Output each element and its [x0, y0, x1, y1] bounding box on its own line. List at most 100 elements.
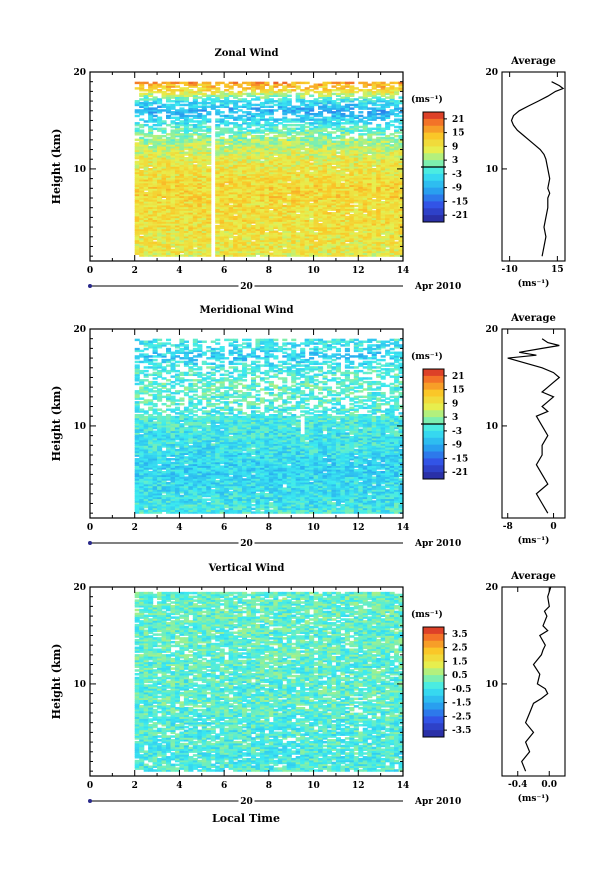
heatmap-cell	[197, 213, 203, 217]
heatmap-cell	[192, 140, 198, 143]
heatmap-cell	[268, 89, 274, 92]
heatmap-cell	[161, 179, 167, 182]
heatmap-cell	[291, 254, 297, 257]
heatmap-cell	[394, 103, 400, 107]
heatmap-cell	[362, 142, 368, 145]
heatmap-cell	[295, 226, 301, 230]
heatmap-cell	[273, 221, 279, 224]
heatmap-cell	[340, 133, 346, 136]
heatmap-cell	[166, 243, 172, 246]
heatmap-cell	[385, 164, 391, 167]
heatmap-cell	[358, 221, 364, 224]
heatmap-cell	[215, 156, 221, 160]
heatmap-cell	[246, 149, 252, 153]
heatmap-cell	[170, 230, 176, 233]
heatmap-cell	[300, 232, 306, 235]
heatmap-cell	[246, 219, 252, 222]
heatmap-cell	[286, 235, 292, 239]
heatmap-cell	[206, 175, 212, 178]
heatmap-cell	[304, 134, 310, 138]
heatmap-cell	[134, 103, 140, 107]
heatmap-cell	[233, 160, 239, 164]
heatmap-cell	[358, 197, 364, 200]
heatmap-cell	[192, 186, 198, 189]
heatmap-cell	[157, 232, 163, 235]
heatmap-cell	[367, 190, 373, 193]
heatmap-cell	[170, 155, 176, 158]
heatmap-cell	[215, 131, 221, 134]
heatmap-cell	[300, 241, 306, 244]
heatmap-cell	[353, 127, 359, 131]
heatmap-cell	[268, 175, 274, 178]
heatmap-cell	[367, 129, 373, 132]
heatmap-cell	[179, 112, 185, 116]
heatmap-cell	[148, 140, 154, 143]
heatmap-cell	[174, 212, 181, 215]
heatmap-cell	[250, 114, 257, 118]
heatmap-cell	[206, 245, 212, 248]
heatmap-cell	[389, 101, 395, 105]
heatmap-cell	[322, 98, 328, 101]
heatmap-cell	[371, 182, 377, 186]
heatmap-cell	[242, 237, 248, 241]
heatmap-cell	[389, 153, 395, 156]
heatmap-cell	[371, 219, 377, 222]
heatmap-cell	[380, 136, 386, 140]
heatmap-cell	[398, 213, 404, 217]
heatmap-cell	[161, 120, 167, 123]
heatmap-cell	[318, 237, 324, 241]
heatmap-cell	[152, 223, 158, 226]
heatmap-cell	[134, 248, 140, 252]
heatmap-cell	[300, 239, 306, 243]
heatmap-cell	[237, 235, 243, 239]
heatmap-cell	[246, 237, 252, 241]
heatmap-cell	[139, 237, 145, 241]
heatmap-cell	[371, 224, 377, 228]
heatmap-cell	[326, 92, 333, 96]
heatmap-cell	[215, 169, 221, 173]
heatmap-cell	[362, 228, 368, 232]
heatmap-cell	[134, 239, 140, 243]
heatmap-cell	[255, 210, 261, 213]
heatmap-cell	[322, 140, 328, 143]
heatmap-cell	[300, 107, 306, 110]
heatmap-cell	[219, 169, 225, 173]
heatmap-cell	[380, 191, 386, 195]
heatmap-cell	[318, 239, 324, 243]
heatmap-cell	[201, 182, 207, 186]
heatmap-cell	[148, 193, 154, 197]
heatmap-cell	[242, 184, 248, 187]
heatmap-cell	[192, 248, 198, 252]
heatmap-cell	[291, 226, 297, 230]
heatmap-cell	[367, 204, 373, 208]
heatmap-cell	[385, 239, 391, 243]
x-tick-label: 4	[176, 266, 182, 276]
heatmap-cell	[206, 184, 212, 187]
heatmap-cell	[179, 215, 185, 219]
heatmap-cell	[161, 171, 167, 175]
heatmap-cell	[340, 243, 346, 246]
heatmap-cell	[264, 201, 270, 204]
heatmap-cell	[197, 96, 203, 99]
heatmap-cell	[197, 188, 203, 191]
heatmap-cell	[215, 111, 221, 114]
heatmap-cell	[166, 197, 172, 200]
heatmap-cell	[291, 239, 297, 243]
heatmap-cell	[161, 248, 167, 252]
heatmap-cell	[322, 94, 328, 97]
heatmap-cell	[326, 116, 333, 120]
heatmap-cell	[300, 129, 306, 132]
heatmap-cell	[143, 232, 149, 235]
heatmap-cell	[291, 202, 297, 206]
heatmap-cell	[224, 120, 230, 123]
heatmap-cell	[331, 107, 337, 110]
heatmap-cell	[358, 81, 364, 85]
heatmap-cell	[371, 210, 377, 213]
heatmap-cell	[134, 219, 140, 222]
heatmap-cell	[313, 199, 319, 202]
heatmap-cell	[362, 202, 368, 206]
heatmap-cell	[152, 221, 158, 224]
heatmap-cell	[148, 114, 154, 118]
heatmap-cell	[259, 197, 265, 200]
heatmap-cell	[250, 250, 257, 254]
